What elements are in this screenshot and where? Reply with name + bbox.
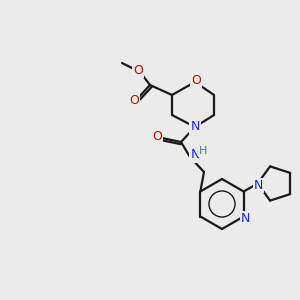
Text: O: O: [129, 94, 139, 106]
Text: O: O: [191, 74, 201, 88]
Text: H: H: [199, 146, 207, 156]
Text: O: O: [133, 64, 143, 76]
Text: N: N: [190, 121, 200, 134]
Text: O: O: [152, 130, 162, 143]
Text: N: N: [254, 179, 263, 192]
Text: N: N: [241, 212, 250, 225]
Text: N: N: [190, 148, 200, 161]
